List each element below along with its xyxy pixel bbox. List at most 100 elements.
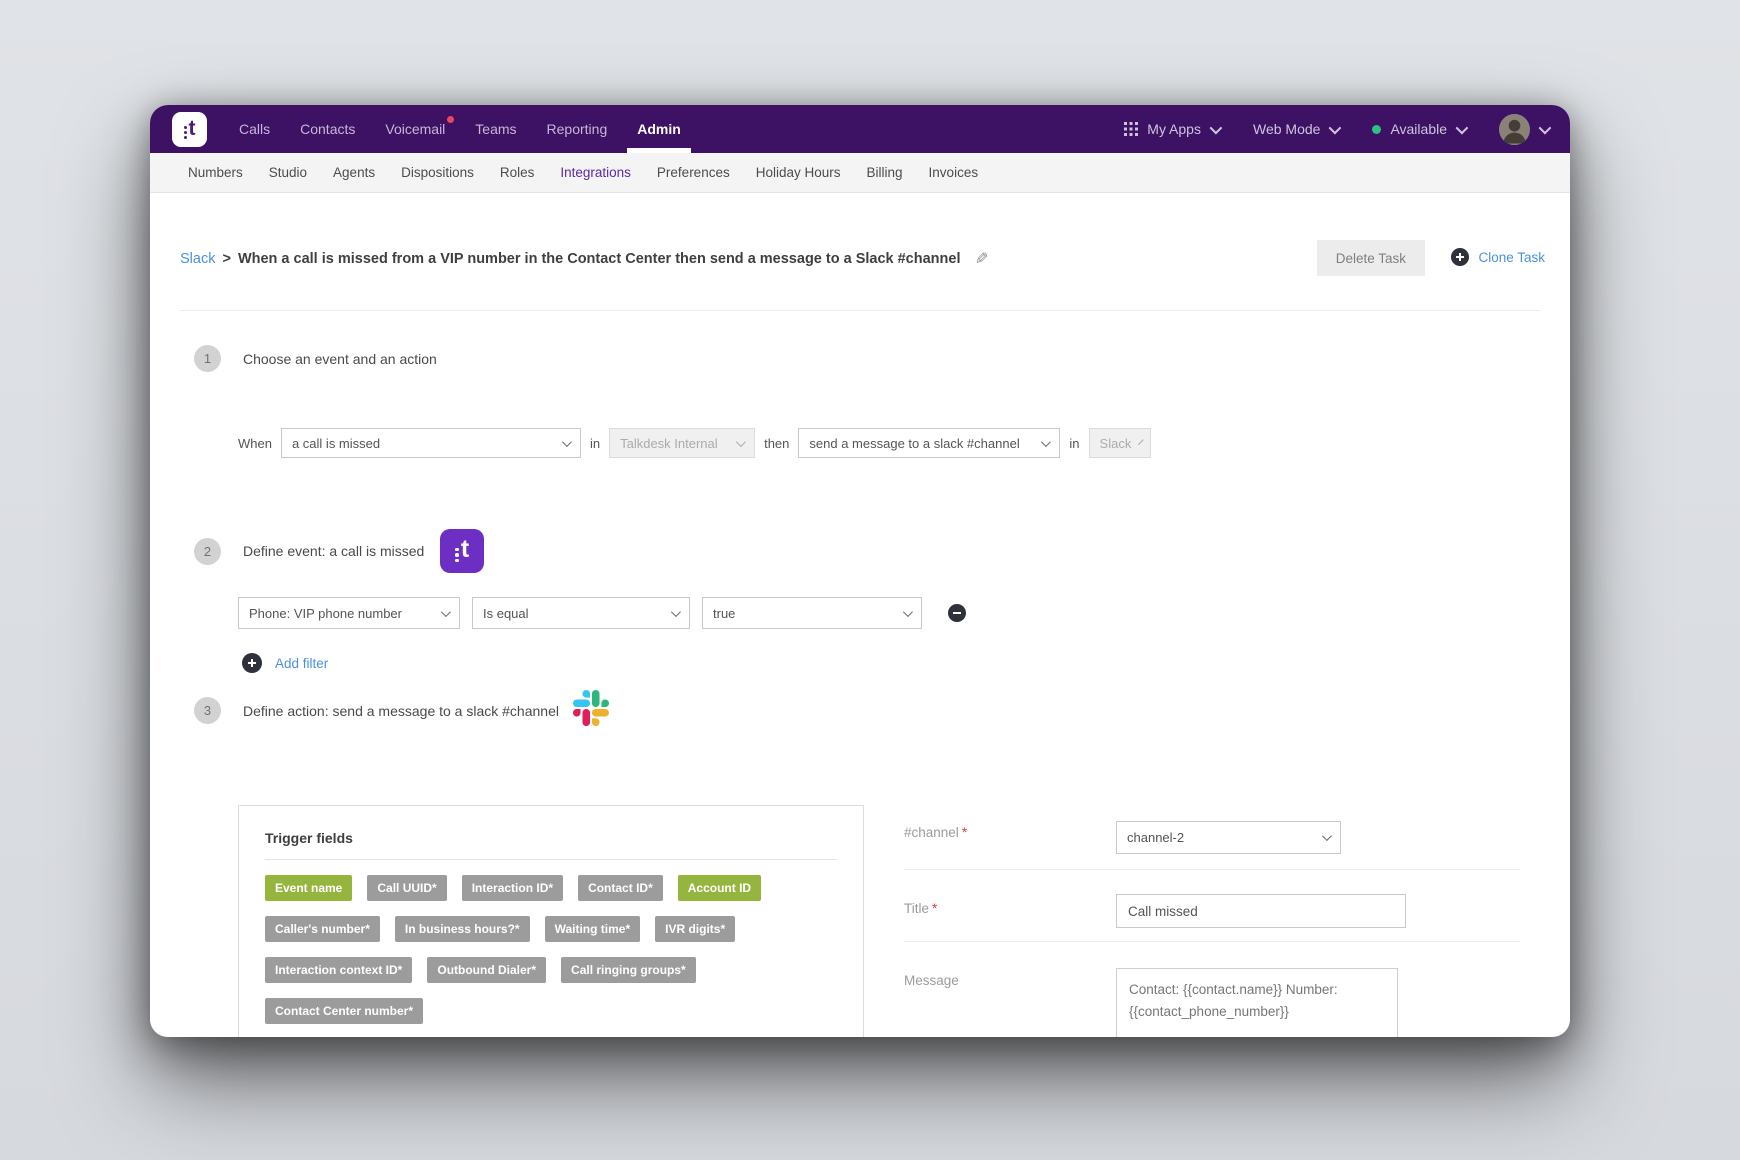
- event-select[interactable]: a call is missed: [280, 428, 581, 458]
- trigger-fields-divider: [265, 859, 837, 860]
- plus-icon: [242, 653, 262, 673]
- chevron-down-icon: [1538, 121, 1552, 134]
- title-label: Title *: [904, 901, 938, 916]
- talkdesk-event-icon: t: [440, 529, 485, 573]
- title-input[interactable]: [1116, 894, 1406, 928]
- event-action-row: When a call is missed in Talkdesk Intern…: [238, 428, 1151, 458]
- trigger-field-tag[interactable]: Outbound Dialer*: [427, 957, 547, 983]
- action-target-select[interactable]: Slack: [1088, 428, 1151, 458]
- chevron-down-icon: [1455, 121, 1469, 134]
- in-label: in: [1069, 435, 1080, 451]
- top-navigation-bar: t Calls Contacts Voicemail Teams Reporti…: [150, 105, 1570, 153]
- trigger-field-tag[interactable]: Call UUID*: [367, 875, 447, 901]
- event-source-value: Talkdesk Internal: [620, 435, 718, 451]
- trigger-field-tag[interactable]: Event name: [265, 875, 353, 901]
- clone-task-button[interactable]: Clone Task: [1451, 248, 1545, 266]
- step1-badge: 1: [194, 345, 221, 372]
- step3-header: 3 Define action: send a message to a sla…: [194, 690, 609, 731]
- header-divider: [180, 310, 1540, 311]
- admin-sub-nav: Numbers Studio Agents Dispositions Roles…: [150, 153, 1570, 193]
- action-select[interactable]: send a message to a slack #channel: [798, 428, 1061, 458]
- filter-field-value: Phone: VIP phone number: [249, 605, 402, 621]
- slack-icon: [572, 690, 609, 731]
- nav-voicemail[interactable]: Voicemail: [385, 116, 455, 137]
- web-mode-label: Web Mode: [1252, 121, 1321, 137]
- my-apps-menu[interactable]: My Apps: [1124, 121, 1223, 137]
- add-filter-button[interactable]: Add filter: [242, 653, 328, 673]
- chevron-down-icon: [440, 606, 451, 617]
- trigger-field-tag[interactable]: Interaction context ID*: [265, 957, 413, 983]
- status-menu[interactable]: Available: [1372, 121, 1469, 137]
- filter-value-select[interactable]: true: [702, 597, 922, 629]
- trigger-fields-panel: Trigger fields Event name Call UUID* Int…: [238, 805, 864, 1037]
- trigger-tag-row: Contact Center number*: [265, 998, 837, 1024]
- nav-voicemail-label: Voicemail: [385, 121, 446, 137]
- subnav-invoices[interactable]: Invoices: [928, 165, 979, 180]
- breadcrumb-separator: >: [222, 251, 231, 267]
- chevron-down-icon: [670, 606, 681, 617]
- step2-badge: 2: [194, 537, 221, 565]
- filter-operator-select[interactable]: Is equal: [472, 597, 690, 629]
- edit-icon[interactable]: ✎: [975, 251, 989, 268]
- chevron-down-icon: [1138, 438, 1145, 445]
- subnav-agents[interactable]: Agents: [333, 165, 376, 180]
- nav-contacts[interactable]: Contacts: [300, 121, 356, 137]
- trigger-field-tag[interactable]: Contact ID*: [578, 875, 663, 901]
- subnav-dispositions[interactable]: Dispositions: [401, 165, 474, 180]
- apps-grid-icon: [1124, 122, 1139, 136]
- main-nav: Calls Contacts Voicemail Teams Reporting…: [239, 116, 691, 153]
- subnav-billing[interactable]: Billing: [866, 165, 903, 180]
- subnav-numbers[interactable]: Numbers: [188, 165, 243, 180]
- chevron-down-icon: [736, 436, 746, 447]
- step1-title: Choose an event and an action: [243, 350, 437, 367]
- remove-filter-button[interactable]: [948, 604, 966, 622]
- message-textarea[interactable]: Contact: {{contact.name}} Number: {{cont…: [1116, 968, 1398, 1037]
- trigger-field-tag[interactable]: Contact Center number*: [265, 998, 424, 1024]
- trigger-field-tag[interactable]: IVR digits*: [655, 916, 736, 942]
- trigger-field-tag[interactable]: Call ringing groups*: [561, 957, 696, 983]
- web-mode-menu[interactable]: Web Mode: [1252, 121, 1342, 137]
- chevron-down-icon: [561, 436, 572, 447]
- trigger-fields-title: Trigger fields: [265, 830, 353, 846]
- chevron-down-icon: [1041, 436, 1052, 447]
- chevron-down-icon: [1209, 121, 1223, 134]
- required-marker: *: [932, 901, 938, 916]
- delete-task-button[interactable]: Delete Task: [1316, 240, 1425, 276]
- event-source-select[interactable]: Talkdesk Internal: [609, 428, 756, 458]
- channel-label: #channel *: [904, 825, 968, 840]
- notification-dot: [447, 116, 455, 123]
- step3-badge: 3: [194, 697, 221, 724]
- subnav-integrations[interactable]: Integrations: [560, 165, 631, 180]
- trigger-field-tag[interactable]: In business hours?*: [394, 916, 530, 942]
- nav-calls[interactable]: Calls: [239, 121, 271, 137]
- nav-reporting[interactable]: Reporting: [546, 121, 608, 137]
- filter-operator-value: Is equal: [483, 605, 529, 621]
- chevron-down-icon: [1321, 831, 1332, 842]
- form-divider: [904, 869, 1520, 870]
- when-label: When: [238, 435, 272, 451]
- subnav-preferences[interactable]: Preferences: [656, 165, 730, 180]
- channel-select[interactable]: channel-2: [1116, 821, 1341, 854]
- trigger-field-tag[interactable]: Account ID: [677, 875, 762, 901]
- nav-teams[interactable]: Teams: [475, 121, 517, 137]
- action-select-value: send a message to a slack #channel: [809, 435, 1020, 451]
- subnav-roles[interactable]: Roles: [499, 165, 535, 180]
- in-label: in: [589, 435, 601, 451]
- task-editor-content: Slack > When a call is missed from a VIP…: [150, 193, 1570, 1037]
- step3-title: Define action: send a message to a slack…: [243, 702, 559, 719]
- step2-title: Define event: a call is missed: [243, 543, 425, 559]
- nav-admin[interactable]: Admin: [627, 121, 691, 153]
- channel-select-value: channel-2: [1127, 830, 1185, 845]
- talkdesk-logo-icon[interactable]: t: [172, 111, 207, 147]
- subnav-holiday-hours[interactable]: Holiday Hours: [755, 165, 841, 180]
- status-label: Available: [1390, 121, 1447, 137]
- filter-field-select[interactable]: Phone: VIP phone number: [238, 597, 460, 629]
- breadcrumb-slack-link[interactable]: Slack: [180, 251, 216, 267]
- trigger-field-tag[interactable]: Caller's number*: [265, 916, 380, 942]
- trigger-field-tag[interactable]: Waiting time*: [544, 916, 641, 942]
- subnav-studio[interactable]: Studio: [268, 165, 308, 180]
- chevron-down-icon: [1328, 121, 1342, 134]
- trigger-field-tag[interactable]: Interaction ID*: [461, 875, 564, 901]
- user-menu[interactable]: [1499, 113, 1552, 145]
- trigger-tag-row: Interaction context ID* Outbound Dialer*…: [265, 957, 837, 983]
